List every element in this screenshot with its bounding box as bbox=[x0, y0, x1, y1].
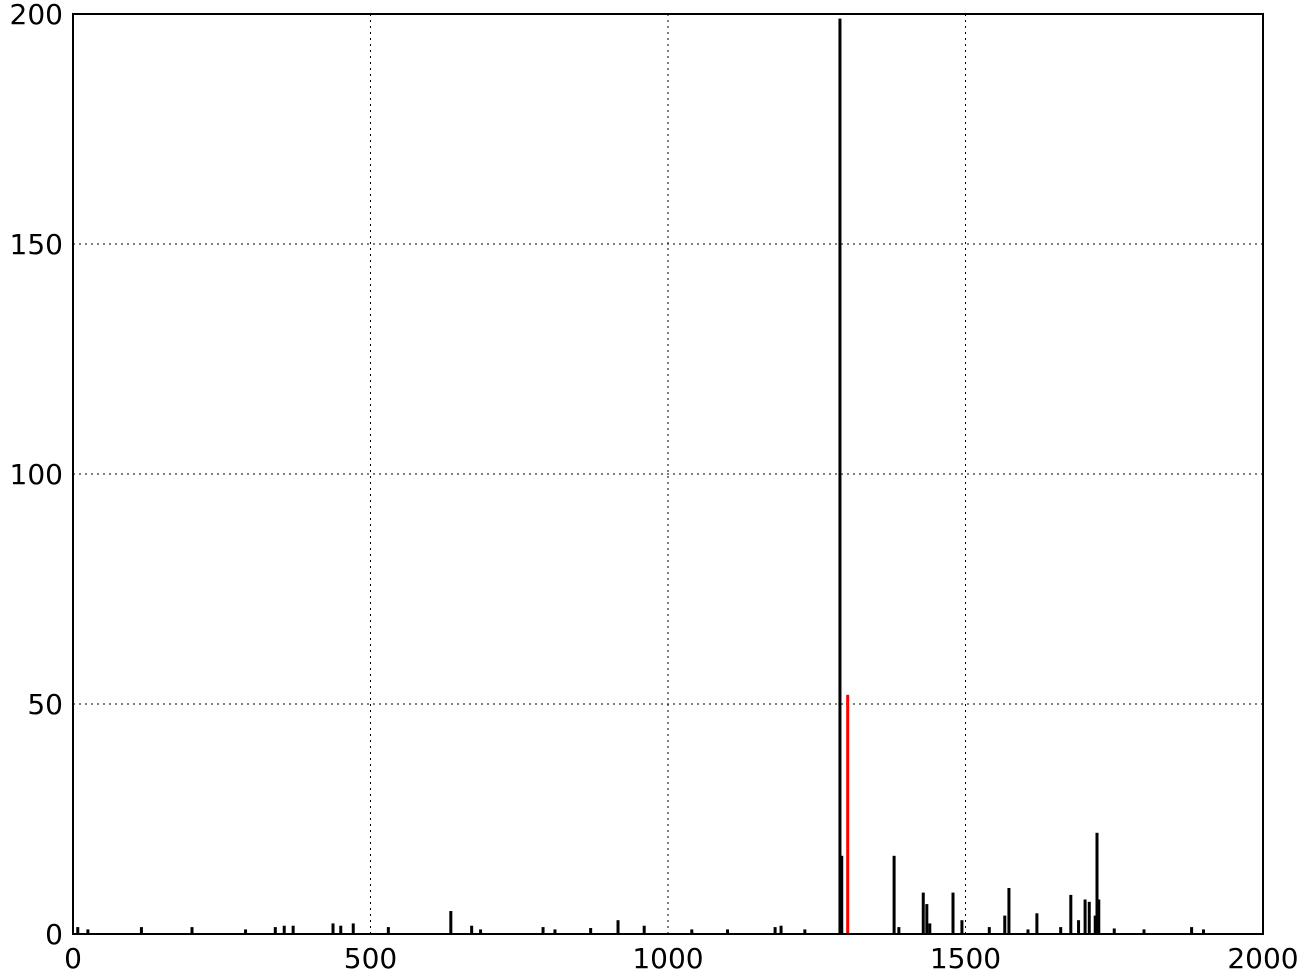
bar bbox=[987, 927, 991, 934]
bar bbox=[331, 923, 335, 934]
bar bbox=[1026, 929, 1030, 934]
bar bbox=[282, 925, 286, 934]
bar bbox=[897, 927, 901, 934]
bar bbox=[449, 911, 453, 934]
y-tick-label: 0 bbox=[45, 918, 63, 951]
bar bbox=[1069, 894, 1073, 934]
bar bbox=[386, 927, 390, 934]
bar bbox=[1035, 913, 1039, 934]
bar bbox=[1093, 915, 1097, 934]
bar bbox=[779, 925, 783, 934]
bar bbox=[951, 892, 955, 934]
x-tick-label: 500 bbox=[344, 942, 397, 975]
y-tick-label: 150 bbox=[10, 228, 63, 261]
bar bbox=[773, 927, 777, 934]
bar bbox=[960, 920, 964, 934]
bar bbox=[838, 18, 842, 935]
bar bbox=[1003, 915, 1007, 934]
bar bbox=[1095, 832, 1099, 934]
bar bbox=[921, 892, 925, 934]
bar bbox=[616, 920, 620, 934]
bar bbox=[892, 855, 896, 934]
bar bbox=[244, 929, 248, 934]
x-tick-label: 2000 bbox=[1227, 942, 1298, 975]
bar bbox=[1097, 899, 1101, 934]
bar bbox=[1190, 927, 1194, 934]
bar bbox=[726, 929, 729, 934]
bar bbox=[139, 927, 143, 934]
x-tick-label: 1000 bbox=[632, 942, 703, 975]
bar bbox=[339, 925, 343, 934]
bar bbox=[351, 923, 355, 934]
bar bbox=[1087, 901, 1091, 934]
y-tick-label: 200 bbox=[10, 0, 63, 31]
bar bbox=[690, 929, 694, 934]
bar bbox=[273, 927, 277, 934]
bar bbox=[1077, 920, 1081, 934]
bar bbox=[470, 925, 474, 934]
bar bbox=[642, 925, 646, 934]
bar bbox=[86, 929, 90, 934]
bar bbox=[190, 927, 194, 934]
bar bbox=[840, 855, 844, 934]
bar bbox=[803, 929, 807, 934]
bar bbox=[1059, 927, 1063, 934]
bar bbox=[1202, 929, 1205, 934]
x-tick-label: 1500 bbox=[930, 942, 1001, 975]
x-tick-label: 0 bbox=[64, 942, 82, 975]
bar bbox=[1083, 899, 1087, 934]
bar bbox=[925, 904, 929, 934]
bar bbox=[479, 929, 483, 934]
bar bbox=[553, 929, 557, 934]
bar bbox=[76, 927, 80, 934]
y-tick-label: 50 bbox=[27, 688, 63, 721]
bar bbox=[589, 928, 593, 934]
bar bbox=[1142, 929, 1146, 934]
bar bbox=[291, 925, 295, 934]
bar bbox=[1007, 888, 1011, 934]
bar bbox=[846, 694, 850, 934]
plot-frame bbox=[72, 13, 1264, 935]
y-tick-label: 100 bbox=[10, 458, 63, 491]
bar bbox=[1112, 928, 1116, 934]
bar bbox=[541, 927, 545, 934]
bar bbox=[928, 923, 932, 934]
